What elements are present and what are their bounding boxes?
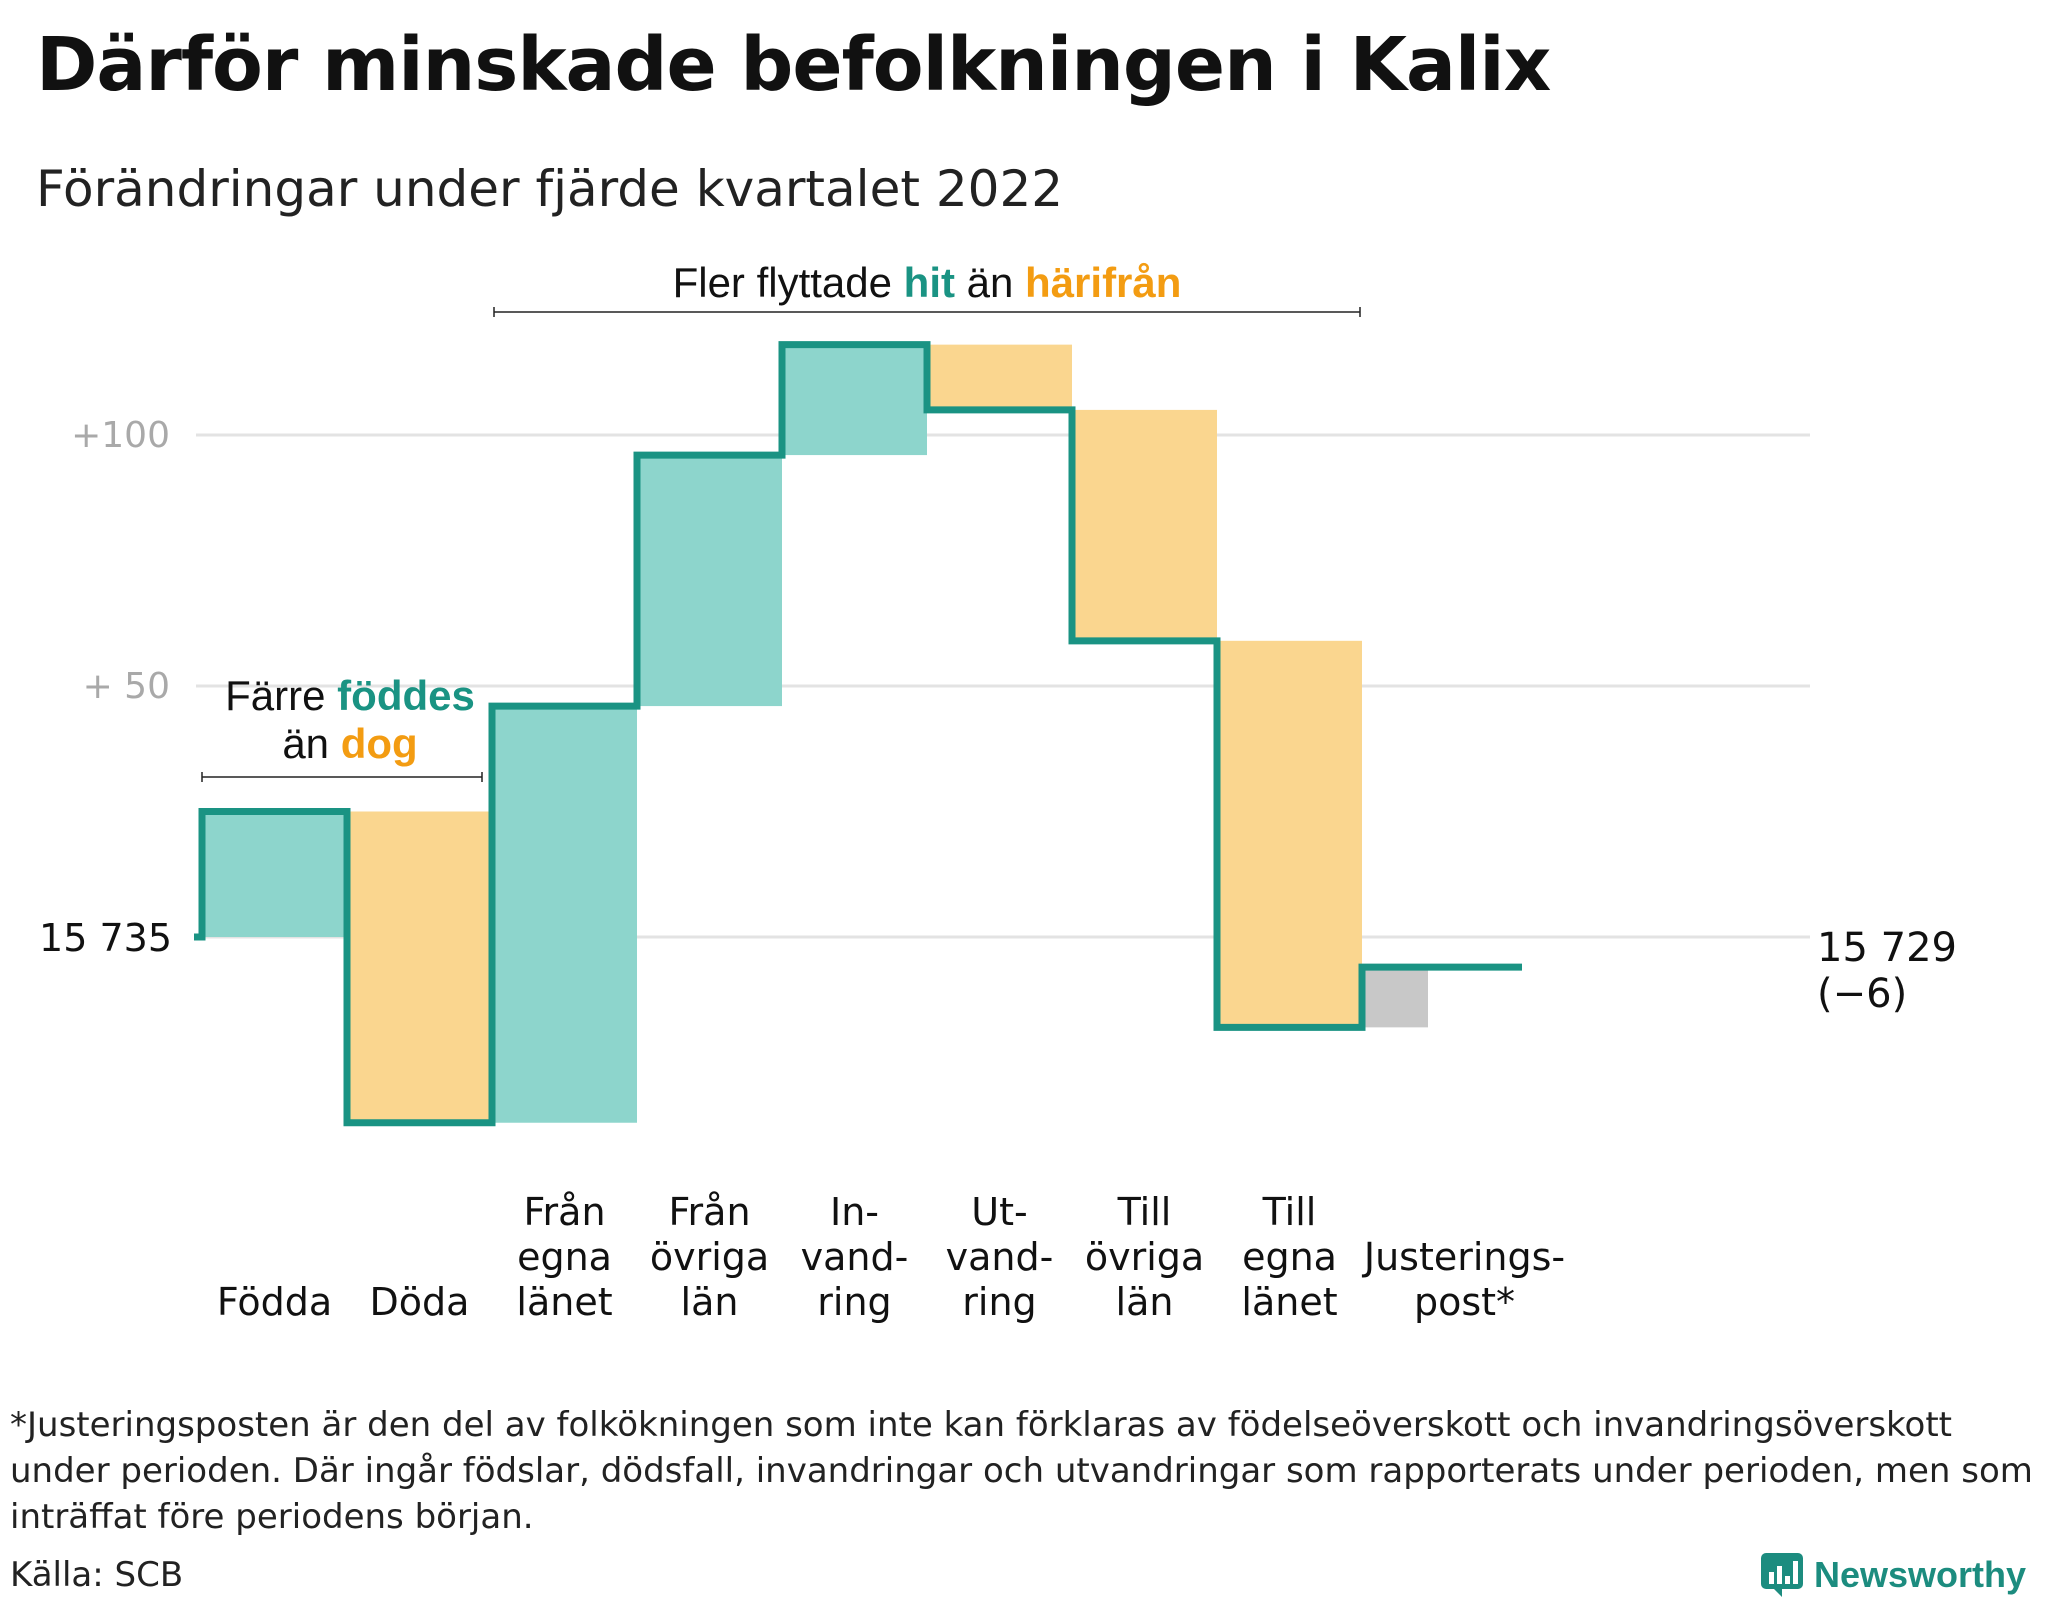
footnote: *Justeringsposten är den del av folkökni…: [10, 1405, 2033, 1537]
bar-2: [347, 811, 492, 1123]
category-label: egna: [1242, 1235, 1337, 1279]
bar-6: [927, 344, 1072, 410]
category-label: Från: [668, 1190, 750, 1234]
category-label: egna: [517, 1235, 612, 1279]
category-label: övriga: [650, 1235, 769, 1279]
category-label: Döda: [370, 1280, 470, 1324]
category-label: övriga: [1085, 1235, 1204, 1279]
category-label: län: [1116, 1280, 1174, 1324]
migration-annotation-bracket: [493, 307, 1361, 317]
category-label: länet: [1241, 1280, 1337, 1324]
migration-annotation: Fler flyttade hit än härifrån: [673, 259, 1182, 306]
category-label: Till: [1117, 1190, 1172, 1234]
chart-title: Därför minskade befolkningen i Kalix: [36, 22, 1551, 108]
births-annotation-line2: än dog: [282, 720, 417, 767]
category-label: län: [681, 1280, 739, 1324]
chart-subtitle: Förändringar under fjärde kvartalet 2022: [36, 160, 1064, 218]
births-annotation-bracket: [201, 772, 483, 782]
start-value-label: 15 735: [39, 916, 172, 960]
category-label: vand-: [801, 1235, 909, 1279]
category-label: Till: [1262, 1190, 1317, 1234]
category-label: ring: [962, 1280, 1036, 1324]
end-value-label: 15 729: [1817, 925, 1957, 971]
bar-3: [492, 706, 637, 1123]
bar-7: [1072, 409, 1217, 641]
y-tick-label: +100: [71, 415, 170, 456]
y-tick-label: + 50: [83, 666, 170, 707]
running-total-line: [194, 341, 1522, 1127]
category-label: Från: [523, 1190, 605, 1234]
category-label: Ut-: [971, 1190, 1027, 1234]
source-label: Källa: SCB: [10, 1555, 184, 1595]
category-label: Födda: [217, 1280, 332, 1324]
category-label: In-: [830, 1190, 879, 1234]
bar-4: [637, 455, 782, 707]
brand-name: Newsworthy: [1813, 1554, 2026, 1595]
bar-9: [1362, 967, 1428, 1028]
newsworthy-logo: Newsworthy: [1760, 1552, 2026, 1598]
bar-8: [1217, 640, 1362, 1028]
category-label: post*: [1414, 1280, 1515, 1324]
category-label: länet: [516, 1280, 612, 1324]
category-label: Justerings-: [1362, 1235, 1565, 1279]
end-change-label: (−6): [1817, 971, 1907, 1017]
category-label: ring: [817, 1280, 891, 1324]
births-annotation-line1: Färre föddes: [225, 672, 475, 719]
category-label: vand-: [946, 1235, 1054, 1279]
bar-1: [202, 811, 347, 937]
bar-5: [782, 344, 927, 456]
newsworthy-logo-icon: [1760, 1553, 1803, 1597]
